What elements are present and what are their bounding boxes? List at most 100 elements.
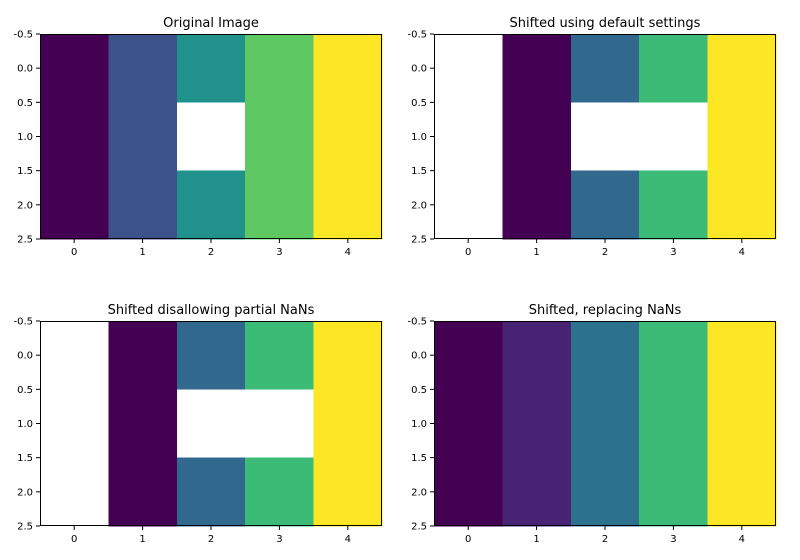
axes-frame [434,34,776,239]
heatmap-cell [639,34,709,103]
heatmap-cell [245,102,315,172]
heatmap-cell [434,321,503,390]
x-tick-label: 3 [670,247,676,258]
x-tick-label: 2 [208,247,214,258]
heatmap-cell [502,457,572,527]
x-tick-label: 1 [533,534,539,545]
y-tick-label: -0.5 [13,30,33,41]
heatmap-cell [707,34,777,103]
heatmap-cell [313,170,383,240]
heatmap-cell [502,321,572,390]
x-tick-label: 0 [71,534,77,545]
y-tick-label: 1.0 [411,419,427,430]
heatmap-cell-nan [639,102,709,172]
heatmap-cell [639,389,709,459]
heatmap-cell [245,457,315,527]
heatmap-cell [707,321,777,390]
heatmap-cell [108,457,178,527]
y-tick-label: 0.5 [17,98,33,109]
heatmap-cell [40,170,109,240]
subplot-title: Shifted, replacing NaNs [529,303,682,318]
heatmap-cell [245,170,315,240]
subplot-title: Shifted using default settings [510,16,701,31]
y-tick-label: -0.5 [13,317,33,328]
x-tick-label: 0 [71,247,77,258]
x-tick-label: 4 [345,247,351,258]
x-tick-label: 3 [276,247,282,258]
heatmap-cell-nan [40,321,109,390]
y-tick-label: 1.5 [17,166,33,177]
y-tick-label: 1.0 [411,132,427,143]
heatmap-cell [313,321,383,390]
heatmap-cell [639,321,709,390]
axes-frame [40,34,382,239]
x-tick-label: 3 [670,534,676,545]
y-tick-label: 0.5 [411,98,427,109]
y-tick-label: 0.0 [17,351,33,362]
heatmap-cell-nan [434,34,503,103]
heatmap-cell [176,457,246,527]
heatmap-cell-nan [570,102,640,172]
x-tick-label: 1 [139,534,145,545]
heatmap-cell [108,170,178,240]
y-tick-label: 0.0 [411,64,427,75]
heatmap-cell [502,170,572,240]
y-tick-label: 2.5 [17,522,33,533]
heatmap-cell [245,34,315,103]
x-tick-label: 3 [276,534,282,545]
heatmap-cell-nan [245,389,315,459]
heatmap-cell [707,102,777,172]
y-tick-label: 2.0 [17,200,33,211]
heatmap-cell [707,389,777,459]
y-tick-label: 1.0 [17,132,33,143]
heatmap-cell [570,389,640,459]
heatmap-cell [639,170,709,240]
heatmap-cell-nan [176,102,246,172]
y-tick-label: 0.0 [17,64,33,75]
y-tick-label: 2.0 [411,200,427,211]
heatmap-cell [245,321,315,390]
axes-frame [40,321,382,526]
subplot-title: Original Image [163,16,259,31]
subplot-4: Shifted, replacing NaNs 0 1 2 3 4 -0.5 0.0 0.5 1.… [407,303,777,545]
y-tick-label: 1.0 [17,419,33,430]
heatmap-cell [108,321,178,390]
y-tick-label: 0.5 [17,385,33,396]
heatmap-cell [108,389,178,459]
heatmap-cell [40,102,109,172]
heatmap-cell [176,34,246,103]
heatmap-cell [434,457,503,527]
heatmap-cell [570,170,640,240]
y-tick-label: 1.5 [411,166,427,177]
heatmap-cell [639,457,709,527]
heatmap-cell [108,34,178,103]
y-tick-label: 2.0 [17,487,33,498]
x-tick-label: 1 [533,247,539,258]
y-tick-label: -0.5 [407,30,427,41]
heatmap-cell [313,457,383,527]
subplot-1: Original Image 0 1 2 3 4 -0.5 0.0 0.5 1.0 1.5 2.0 2.… [13,16,383,258]
x-tick-label: 2 [602,247,608,258]
heatmap-cell [108,102,178,172]
heatmap-cell [313,389,383,459]
heatmap-cell [502,102,572,172]
heatmap-cell-nan [434,170,503,240]
subplot-2: Shifted using default settings 0 1 2 3 4 -0.5 0… [407,16,777,258]
subplot-3: Shifted disallowing partial NaNs 0 1 2 3 4 -0.… [13,303,383,545]
x-tick-label: 2 [208,534,214,545]
y-tick-label: 2.5 [17,235,33,246]
y-tick-label: 2.0 [411,487,427,498]
heatmap-cell [570,321,640,390]
heatmap-cell [570,34,640,103]
heatmap-cell-nan [434,102,503,172]
heatmap-cell-nan [176,389,246,459]
heatmap-cell-nan [40,457,109,527]
x-tick-label: 0 [465,534,471,545]
heatmap-cell [40,34,109,103]
heatmap-cell-nan [40,389,109,459]
y-tick-label: 2.5 [411,235,427,246]
x-tick-label: 2 [602,534,608,545]
heatmap-cell [176,170,246,240]
heatmap-cell [502,389,572,459]
